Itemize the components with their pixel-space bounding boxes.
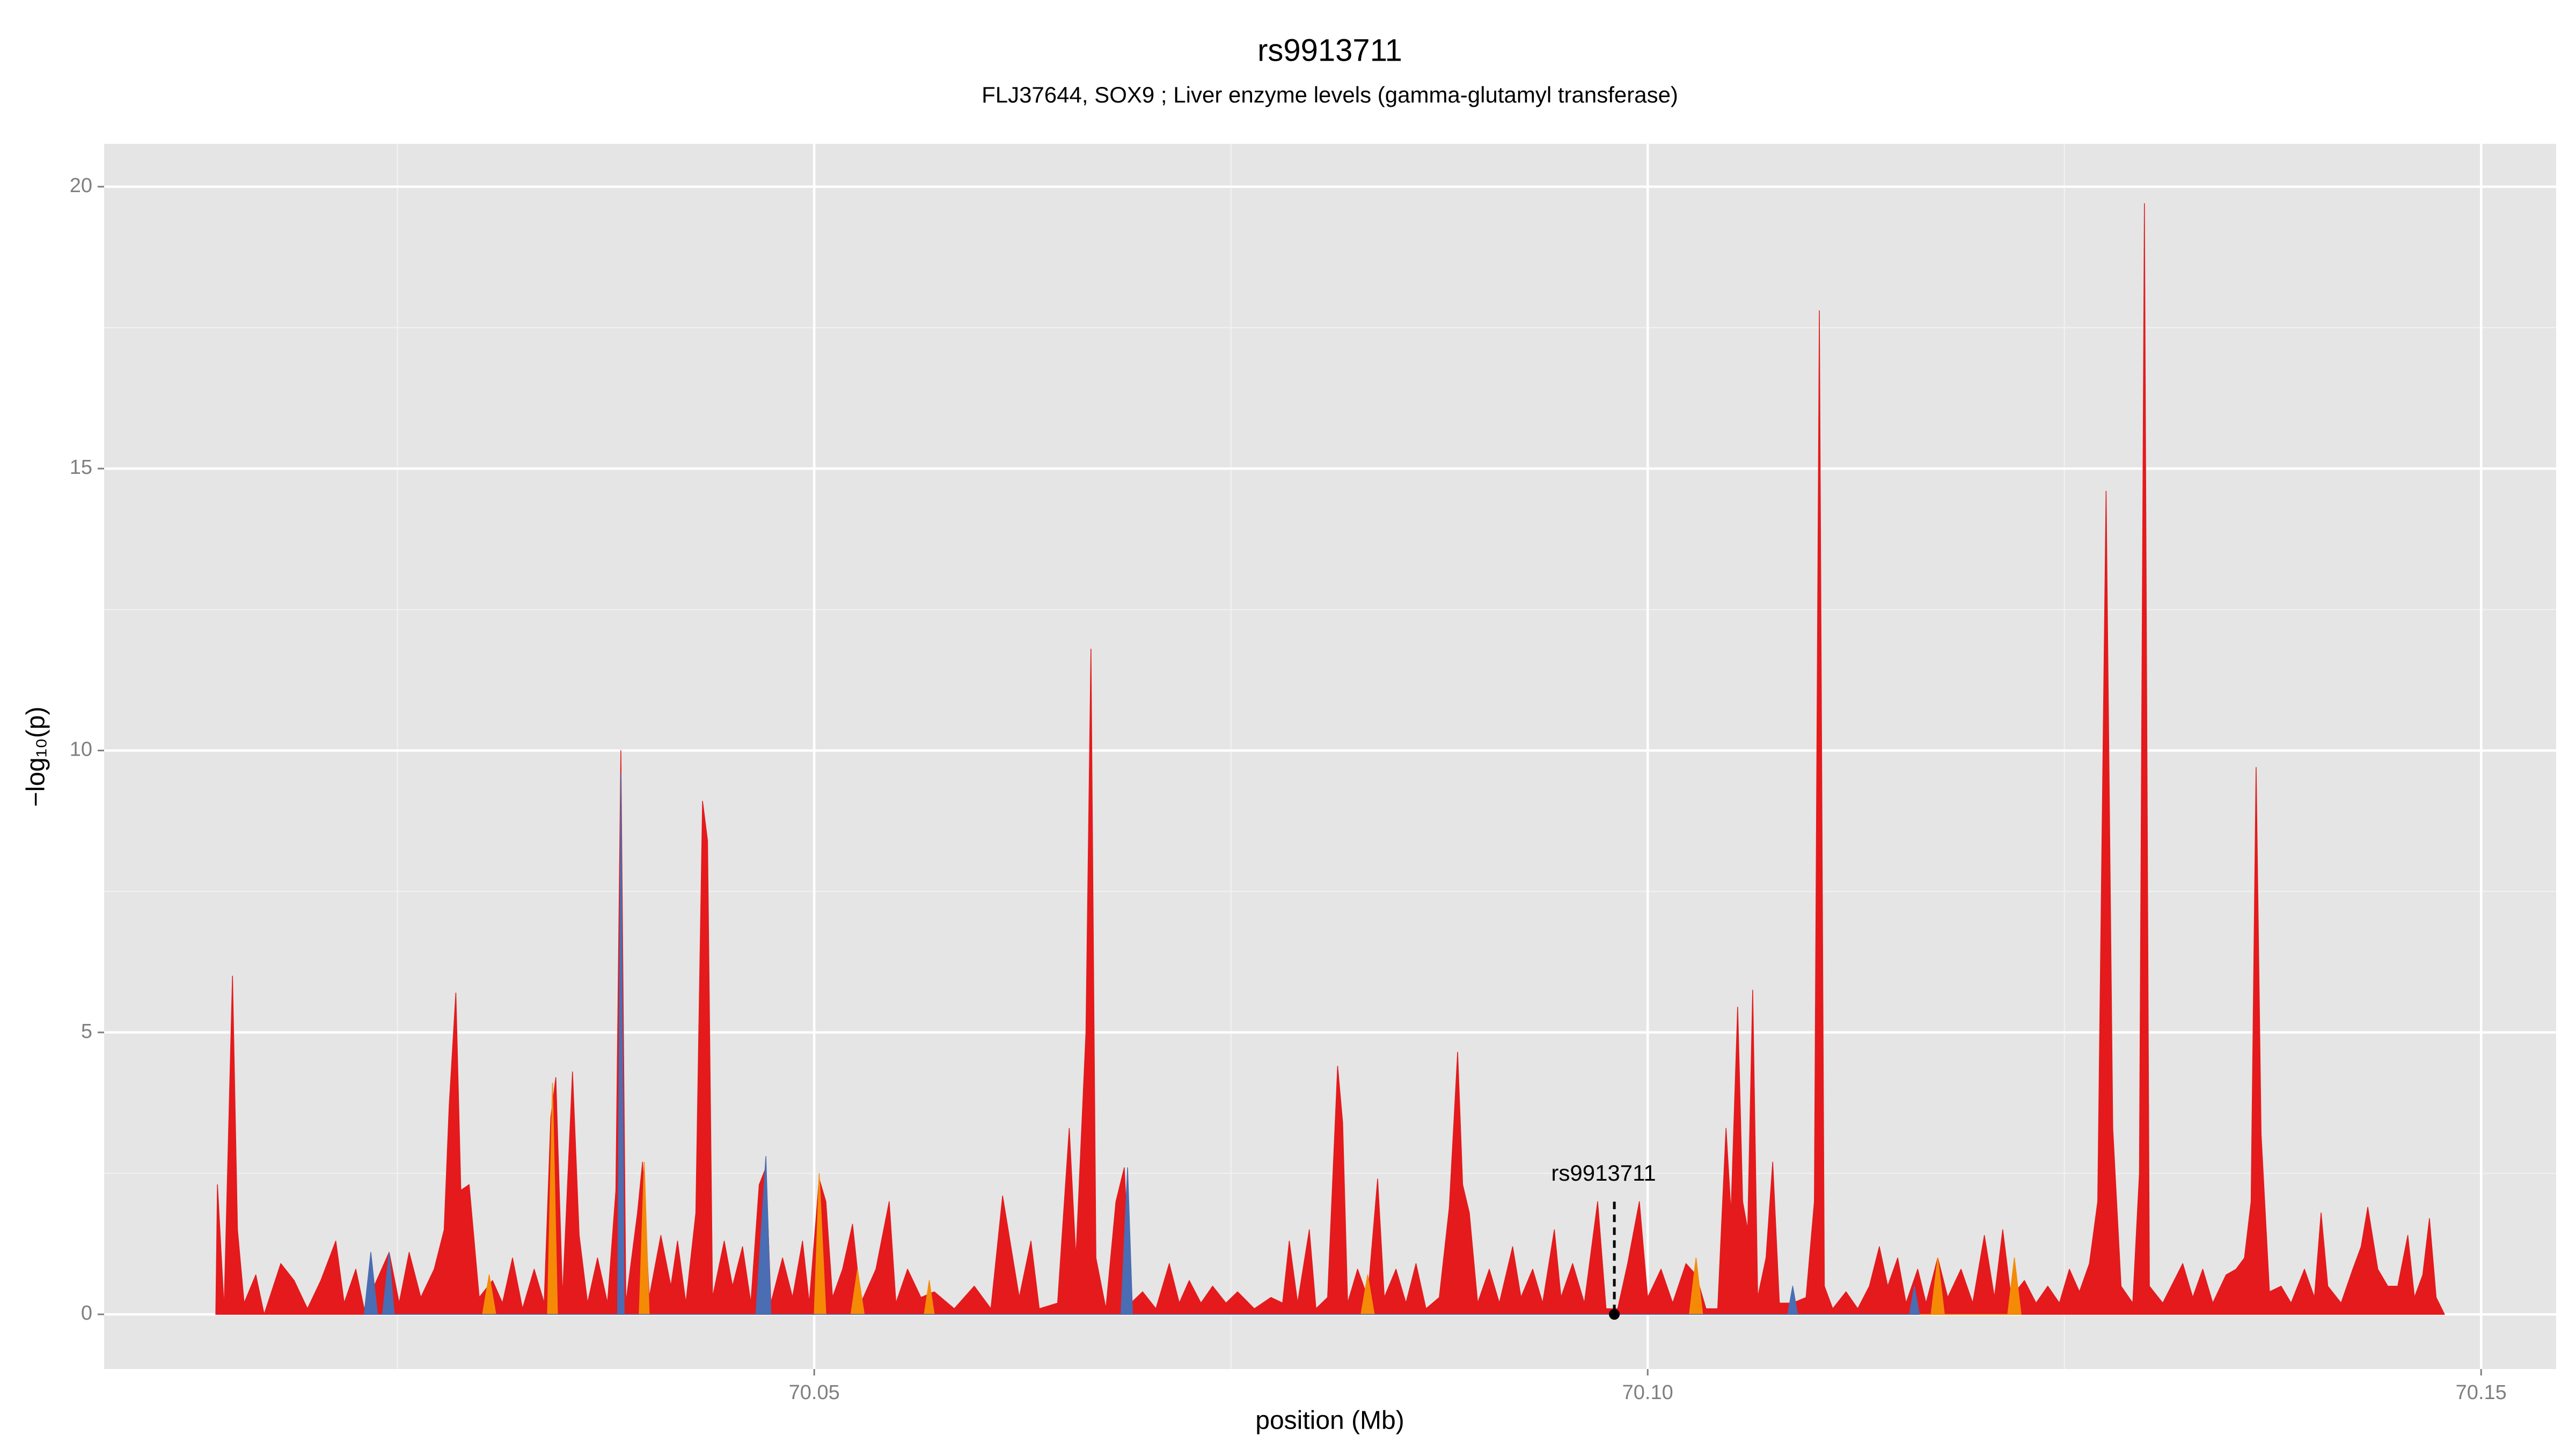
x-tick-label: 70.10 — [1622, 1381, 1673, 1404]
chart-title: rs9913711 — [1257, 33, 1402, 68]
chart-subtitle: FLJ37644, SOX9 ; Liver enzyme levels (ga… — [982, 82, 1678, 107]
y-tick-label: 10 — [70, 738, 92, 760]
y-tick-label: 20 — [70, 174, 92, 197]
y-tick-label: 15 — [70, 456, 92, 479]
area — [363, 772, 1920, 1315]
y-axis-label: −log₁₀(p) — [22, 707, 50, 807]
annotation-label: rs9913711 — [1551, 1160, 1656, 1185]
x-tick-label: 70.15 — [2456, 1381, 2507, 1404]
x-axis-label: position (Mb) — [1255, 1407, 1404, 1435]
area — [215, 203, 2445, 1315]
annotation-point — [1609, 1309, 1620, 1320]
x-tick-label: 70.05 — [789, 1381, 840, 1404]
y-tick-label: 0 — [81, 1302, 92, 1324]
y-tick-label: 5 — [81, 1020, 92, 1043]
